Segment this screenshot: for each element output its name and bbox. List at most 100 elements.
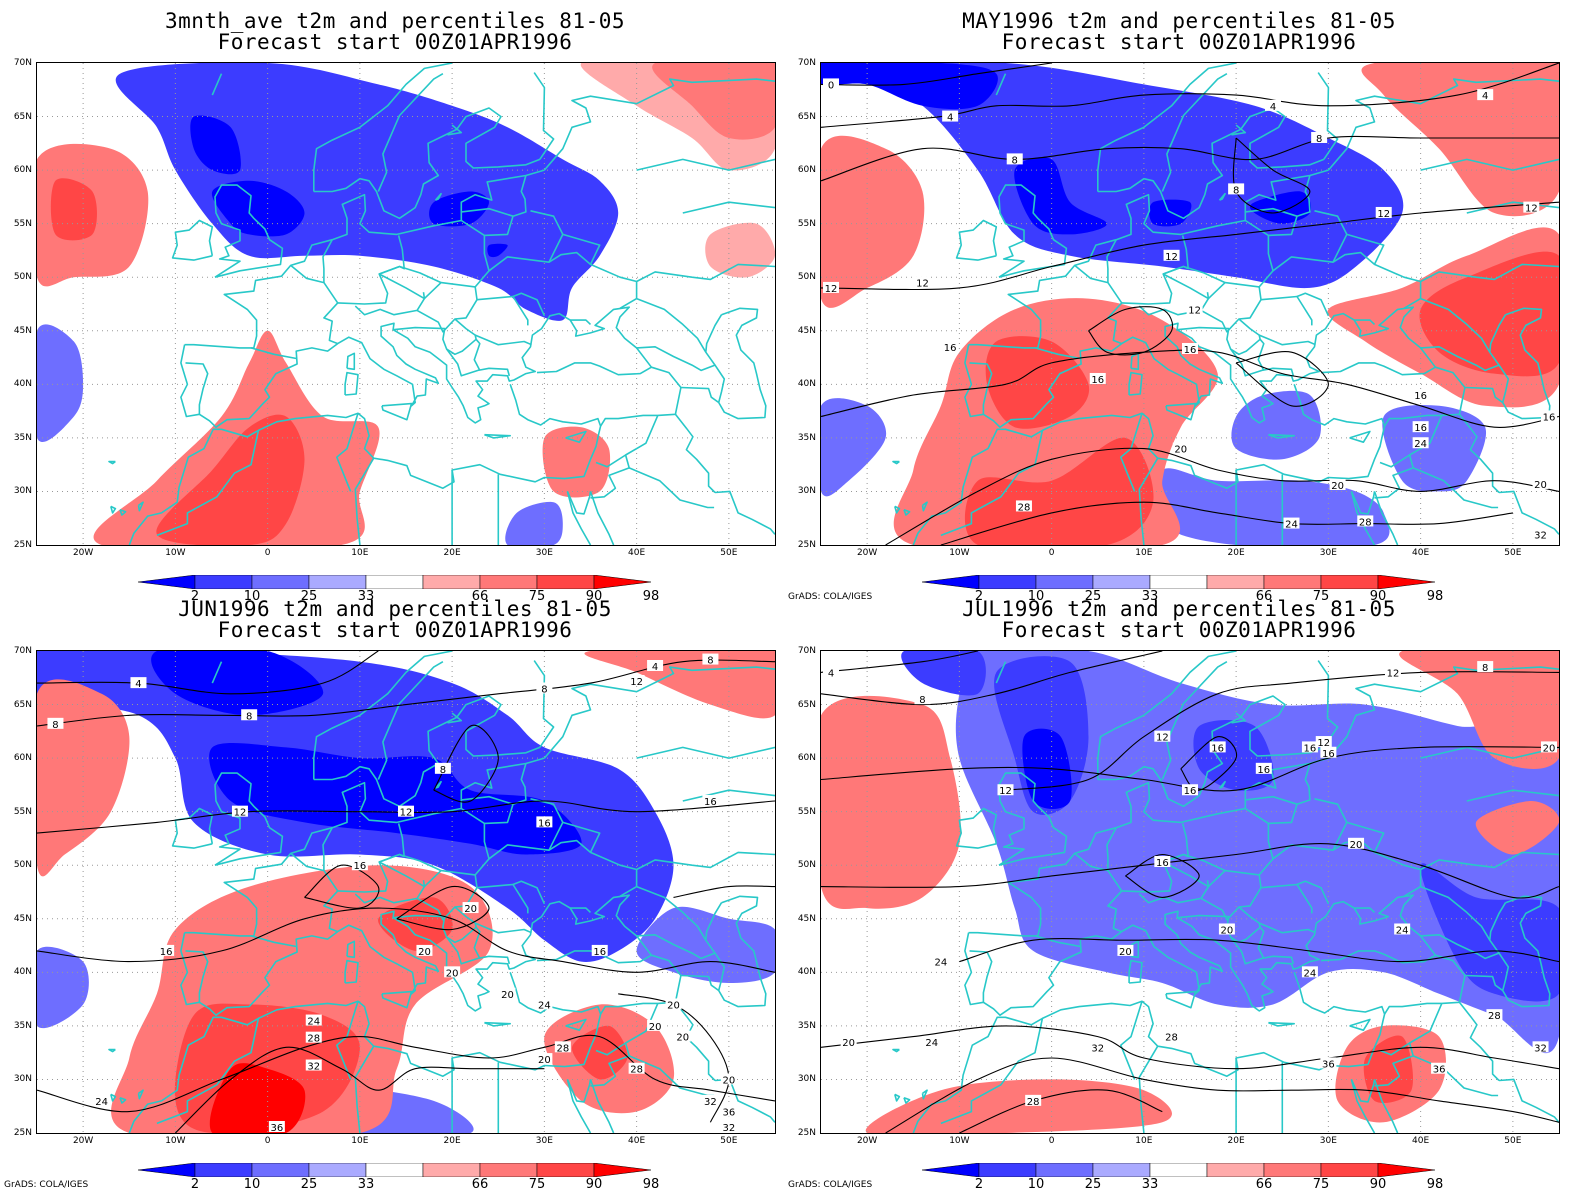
svg-text:16: 16 [1156,858,1169,869]
colorbar-arrow-high [1377,574,1436,590]
x-tick-label: 30E [535,548,553,558]
x-tick-label: 30E [535,1136,553,1146]
panel-subtitle: Forecast start 00Z01APR1996 [217,30,573,54]
x-tick-label: 50E [720,1136,738,1146]
x-tick-label: 10W [165,1136,186,1146]
coastline [313,107,541,220]
contour-label: 16 [158,944,175,958]
coastline [1165,990,1197,1009]
colorbar-label: 2 [190,1177,200,1192]
coastline [1097,651,1237,780]
svg-text:24: 24 [925,1038,938,1049]
contour-label: 12 [1523,201,1540,215]
x-tick-label: 40E [628,1136,646,1146]
contour-label: 4 [942,110,959,124]
y-tick-label: 40N [797,967,816,978]
coastline [344,371,359,396]
coastline [1374,1042,1414,1087]
coastline [682,789,775,802]
contour-label: 16 [351,859,368,872]
x-tick-label: 20W [856,548,878,558]
coastline [1106,239,1117,283]
coastline [599,366,682,427]
coastline [1177,914,1316,944]
isotherm-line [959,938,1559,963]
anomaly-shade-area [542,426,611,498]
coastline [445,936,511,965]
colorbar-segment [194,574,253,590]
colorbar [921,1162,1442,1181]
map-panel-jun1996: JUN1996 t2m and percentiles 81-05 Foreca… [0,588,790,1192]
colorbar-arrow-low [921,574,980,590]
x-tick-label: 10E [1135,1136,1153,1146]
coastline [1218,780,1226,789]
x-tick-label: 10E [351,548,369,558]
svg-text:0: 0 [828,80,834,91]
x-tick-label: 20W [72,1136,94,1146]
svg-text:24: 24 [1396,925,1409,936]
contour-label: 32 [1532,1041,1549,1054]
contour-label: 24 [1394,923,1411,936]
x-tick-label: 20E [1227,1136,1245,1146]
colorbar-segment [251,574,310,590]
contour-label: 16 [1182,784,1198,797]
coastline [565,1018,587,1031]
coastline [1177,326,1316,356]
coastline [1161,73,1228,192]
y-tick-label: 45N [797,913,816,924]
coastline [543,666,775,759]
svg-text:16: 16 [1414,423,1427,434]
contour-label: 24 [923,1035,940,1049]
anomaly-shade-area [1193,719,1274,791]
y-tick-label: 65N [13,111,32,122]
coastline [110,1093,117,1102]
coastline [1257,338,1265,371]
x-tick-label: 40E [1412,548,1430,558]
isotherm-line [940,501,1513,545]
colorbar-segment [251,1162,310,1178]
coastline [119,508,127,516]
colorbar [137,1162,658,1181]
coastline [1383,366,1466,427]
contour-label: 4 [1265,99,1282,113]
svg-text:28: 28 [1165,1033,1178,1044]
coastline [718,895,767,1008]
y-tick-label: 55N [797,806,816,817]
isotherm-line [821,63,1559,128]
contour-label: 28 [628,1062,645,1076]
coastline [434,192,442,201]
contour-label: 16 [1412,389,1429,402]
coastline [378,265,442,300]
coastline [171,219,214,261]
y-tick-label: 55N [13,218,32,229]
contour-label: 20 [665,998,682,1011]
contour-label: 12 [914,276,931,290]
coastline [955,219,998,261]
y-tick-label: 60N [13,165,32,176]
anomaly-shade-area [955,651,1559,1054]
colorbar-label: 25 [300,1177,318,1192]
coastline [1489,314,1507,366]
coastline [1106,827,1117,871]
coastline [1268,433,1295,439]
svg-text:16: 16 [538,818,551,829]
contour-label: 16 [1255,762,1272,776]
colorbar-label: 33 [357,589,375,604]
contour-label: 28 [554,1041,571,1054]
contour-label: 12 [823,281,839,295]
coastline [1074,852,1123,933]
coastline [1420,934,1510,991]
x-tick-label: 0 [264,1136,271,1146]
coastline [1346,233,1385,265]
svg-text:32: 32 [1534,1043,1547,1054]
anomaly-shade-area [1231,390,1322,460]
coastline [1165,402,1197,421]
coastline [589,491,615,545]
colorbar-segment [1263,574,1322,590]
coastline [1224,807,1274,876]
colorbar-arrow-low [137,1162,196,1178]
svg-text:24: 24 [538,1000,551,1011]
y-tick-label: 65N [797,111,816,122]
coastline [903,1096,911,1104]
svg-text:12: 12 [999,786,1012,797]
